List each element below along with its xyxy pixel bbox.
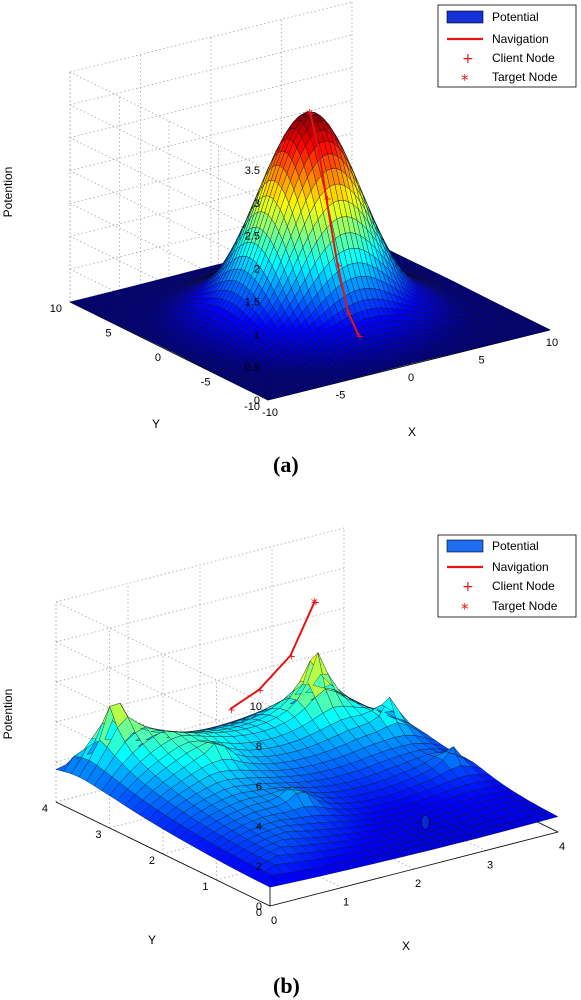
x-tick-label: -5 [336, 390, 346, 402]
x-axis-label: X [408, 425, 416, 439]
legend-a: Potential Navigation + Client Node * Tar… [437, 4, 577, 89]
target-node-marker: * [311, 596, 318, 612]
legend-marker-asterisk: * [461, 600, 469, 618]
z-axis-label: Potention [1, 167, 15, 218]
x-tick-label: 1 [343, 897, 349, 909]
y-axis-label: Y [152, 417, 160, 431]
z-tick-label: 4 [256, 821, 262, 833]
y-tick-label: -5 [201, 377, 211, 389]
navigation-point: + [288, 652, 296, 663]
x-tick-label: 0 [271, 915, 277, 927]
z-tick-label: 10 [250, 701, 262, 713]
y-tick-label: 3 [95, 829, 101, 841]
y-tick-label: 10 [50, 303, 62, 315]
surface-mesh [55, 652, 559, 888]
navigation-path: + + + + [227, 597, 320, 716]
z-tick-label: 2.5 [245, 231, 260, 243]
z-tick-label: 0 [254, 395, 260, 407]
navigation-point: + [312, 597, 320, 608]
legend-label: Navigation [492, 560, 549, 574]
surface-plot-a: ++++++*00.511.522.533.5-10-50510-10-5051… [1, 1, 558, 439]
y-tick-label: 4 [42, 803, 48, 815]
navigation-line [309, 112, 360, 337]
z-tick-label: 8 [256, 741, 262, 753]
x-tick-label: 3 [487, 860, 493, 872]
legend-label: Target Node [492, 599, 558, 613]
z-tick-label: 1 [254, 329, 260, 341]
z-tick-label: 2 [256, 861, 262, 873]
z-axis-label: Potention [1, 689, 15, 740]
navigation-path: + + + + + + [307, 108, 364, 342]
x-tick-label: 2 [415, 878, 421, 890]
x-tick-label: 10 [546, 337, 558, 349]
legend-label: Potential [492, 539, 539, 553]
z-tick-label: 0 [256, 901, 262, 913]
y-axis-label: Y [148, 933, 156, 947]
navigation-point: + [227, 705, 235, 716]
surface-cell [541, 328, 551, 332]
y-tick-label: 2 [149, 855, 155, 867]
panel-caption-a: (a) [273, 452, 299, 477]
y-tick-label: 5 [105, 328, 111, 340]
navigation-point: + [345, 309, 353, 320]
x-tick-label: -10 [262, 407, 278, 419]
y-tick-label: 0 [155, 352, 161, 364]
z-tick-label: 3 [254, 198, 260, 210]
legend-marker-plus: + [462, 579, 474, 595]
navigation-point: + [335, 261, 343, 272]
z-tick-label: 1.5 [245, 296, 260, 308]
z-tick-label: 0.5 [245, 362, 260, 374]
surface-mesh [69, 111, 551, 401]
y-tick-label: -10 [244, 401, 260, 413]
x-tick-label: 4 [559, 841, 565, 853]
legend-label: Navigation [492, 32, 549, 46]
y-tick-label: 1 [202, 881, 208, 893]
legend-marker-asterisk: * [461, 71, 469, 89]
x-tick-label: 0 [408, 372, 414, 384]
panel-caption-b: (b) [273, 973, 300, 998]
x-axis-label: X [402, 939, 410, 953]
navigation-line [229, 600, 316, 710]
navigation-point: + [307, 108, 315, 119]
legend-b: Potential Navigation + Client Node * Tar… [437, 534, 577, 618]
surface-cell [539, 812, 559, 820]
navigation-point: + [256, 686, 264, 697]
legend-label: Client Node [492, 579, 555, 593]
z-tick-label: 6 [256, 781, 262, 793]
navigation-point: + [356, 332, 364, 343]
legend-marker-plus: + [462, 51, 474, 67]
legend-label: Potential [492, 10, 539, 24]
z-tick-label: 3.5 [245, 165, 260, 177]
legend-swatch-potential [446, 10, 484, 24]
x-tick-label: 5 [478, 355, 484, 367]
navigation-point: + [316, 145, 324, 156]
y-tick-label: 0 [256, 907, 262, 919]
legend-label: Client Node [492, 51, 555, 65]
legend-swatch-potential [446, 539, 484, 553]
target-node-marker: * [306, 107, 313, 123]
client-node-marker [421, 815, 430, 830]
z-tick-label: 2 [254, 264, 260, 276]
navigation-point: + [323, 194, 331, 205]
legend-label: Target Node [492, 70, 558, 84]
